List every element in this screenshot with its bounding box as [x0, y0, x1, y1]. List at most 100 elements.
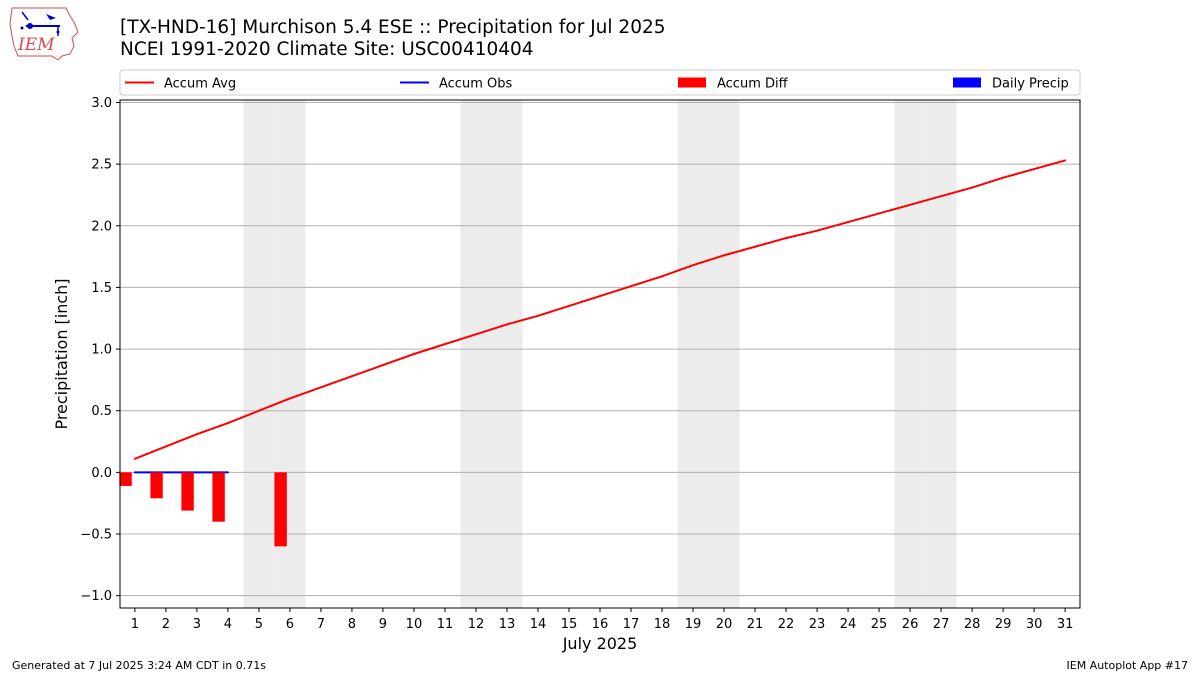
x-tick-label-16: 16 — [592, 617, 609, 632]
accum-avg-point-day-29 — [1002, 176, 1005, 179]
accum-avg-point-day-7 — [319, 386, 322, 389]
y-tick-label: −1.0 — [80, 589, 112, 604]
y-tick-label: 0.0 — [91, 466, 112, 481]
weekend-shade-day-12 — [460, 100, 492, 608]
accum-avg-point-day-2 — [164, 445, 167, 448]
x-tick-label-2: 2 — [162, 617, 170, 632]
accum-avg-point-day-8 — [350, 375, 353, 378]
weekend-shade-day-26 — [894, 100, 926, 608]
weekend-shade-day-19 — [677, 100, 709, 608]
legend-label-accum-avg: Accum Avg — [164, 77, 236, 92]
x-tick-label-7: 7 — [317, 617, 325, 632]
x-tick-label-15: 15 — [561, 617, 578, 632]
x-tick-label-11: 11 — [437, 617, 454, 632]
x-tick-label-27: 27 — [933, 617, 950, 632]
y-tick-label: 1.5 — [91, 281, 112, 296]
accum-avg-point-day-19 — [692, 264, 695, 267]
accum-avg-point-day-31 — [1064, 159, 1067, 162]
legend-box — [119, 69, 1081, 96]
x-tick-label-1: 1 — [131, 617, 139, 632]
accum-avg-point-day-24 — [847, 221, 850, 224]
accum-diff-bar-day-3 — [181, 472, 194, 511]
x-tick-label-26: 26 — [902, 617, 919, 632]
accum-avg-point-day-11 — [443, 343, 446, 346]
accum-obs-point-day-4 — [226, 471, 229, 474]
accum-avg-point-day-17 — [630, 285, 633, 288]
x-tick-label-10: 10 — [406, 617, 423, 632]
x-tick-label-29: 29 — [995, 617, 1012, 632]
accum-avg-point-day-1 — [133, 457, 136, 460]
weekend-shade-day-5 — [243, 100, 275, 608]
accum-avg-point-day-21 — [754, 245, 757, 248]
legend-label-accum-obs: Accum Obs — [439, 77, 512, 92]
accum-avg-point-day-15 — [567, 304, 570, 307]
accum-avg-point-day-18 — [661, 275, 664, 278]
x-tick-label-25: 25 — [871, 617, 888, 632]
y-tick-label: 1.0 — [91, 343, 112, 358]
y-tick-label: 0.5 — [91, 404, 112, 419]
x-tick-label-31: 31 — [1057, 617, 1074, 632]
accum-diff-bar-day-4 — [212, 472, 225, 522]
accum-avg-point-day-20 — [723, 254, 726, 257]
accum-avg-point-day-9 — [381, 364, 384, 367]
accum-avg-point-day-30 — [1033, 168, 1036, 171]
x-tick-label-13: 13 — [499, 617, 516, 632]
x-tick-label-12: 12 — [468, 617, 485, 632]
accum-diff-bar-day-6 — [274, 472, 287, 547]
y-tick-label: 3.0 — [91, 96, 112, 111]
accum-avg-point-day-13 — [505, 323, 508, 326]
x-tick-label-17: 17 — [623, 617, 640, 632]
x-tick-label-21: 21 — [747, 617, 764, 632]
accum-avg-point-day-25 — [878, 212, 881, 215]
logo-text: IEM — [17, 35, 55, 55]
accum-diff-bar-day-2 — [150, 472, 163, 499]
x-tick-label-20: 20 — [716, 617, 733, 632]
legend-swatch-accum-diff — [678, 77, 706, 88]
chart-subtitle: NCEI 1991-2020 Climate Site: USC00410404 — [120, 39, 534, 60]
accum-avg-point-day-10 — [412, 353, 415, 355]
accum-avg-point-day-23 — [816, 229, 819, 232]
legend-label-accum-diff: Accum Diff — [717, 77, 789, 92]
accum-avg-point-day-5 — [257, 409, 260, 412]
y-tick-label: 2.0 — [91, 219, 112, 234]
legend-label-daily-precip: Daily Precip — [992, 77, 1069, 92]
x-axis-label: July 2025 — [562, 634, 638, 653]
plot-frame — [119, 99, 1081, 609]
accum-avg-point-day-6 — [288, 397, 291, 400]
x-tick-label-8: 8 — [348, 617, 356, 632]
x-tick-label-22: 22 — [778, 617, 795, 632]
y-tick-label: −0.5 — [80, 528, 112, 543]
iem-logo: IEM — [9, 7, 79, 60]
accum-diff-bar-day-1 — [119, 472, 132, 486]
accum-avg-point-day-28 — [971, 186, 974, 189]
x-tick-label-9: 9 — [379, 617, 387, 632]
weekend-shade-day-27 — [925, 100, 957, 608]
x-tick-label-30: 30 — [1026, 617, 1043, 632]
generated-timestamp: Generated at 7 Jul 2025 3:24 AM CDT in 0… — [12, 659, 266, 672]
weekend-shade-day-20 — [708, 100, 740, 608]
x-tick-label-24: 24 — [840, 617, 857, 632]
accum-obs-point-day-2 — [164, 471, 167, 474]
x-tick-label-6: 6 — [286, 617, 294, 632]
x-tick-label-3: 3 — [193, 617, 201, 632]
x-tick-label-4: 4 — [224, 617, 232, 632]
accum-avg-point-day-22 — [785, 237, 788, 240]
accum-avg-point-day-4 — [226, 422, 229, 425]
x-tick-label-28: 28 — [964, 617, 981, 632]
y-tick-label: 2.5 — [91, 158, 112, 173]
chart-title: [TX-HND-16] Murchison 5.4 ESE :: Precipi… — [120, 17, 666, 38]
accum-avg-point-day-14 — [536, 314, 539, 317]
x-tick-label-23: 23 — [809, 617, 826, 632]
accum-obs-point-day-3 — [195, 471, 198, 474]
y-axis-label: Precipitation [inch] — [52, 278, 71, 429]
x-tick-label-19: 19 — [685, 617, 702, 632]
app-credit: IEM Autoplot App #17 — [1066, 659, 1189, 672]
x-tick-label-14: 14 — [530, 617, 547, 632]
accum-avg-point-day-27 — [940, 195, 943, 198]
x-tick-label-5: 5 — [255, 617, 263, 632]
accum-avg-point-day-26 — [909, 203, 912, 206]
accum-avg-point-day-3 — [195, 433, 198, 436]
accum-obs-point-day-1 — [133, 471, 136, 474]
legend-swatch-daily-precip — [953, 77, 981, 88]
